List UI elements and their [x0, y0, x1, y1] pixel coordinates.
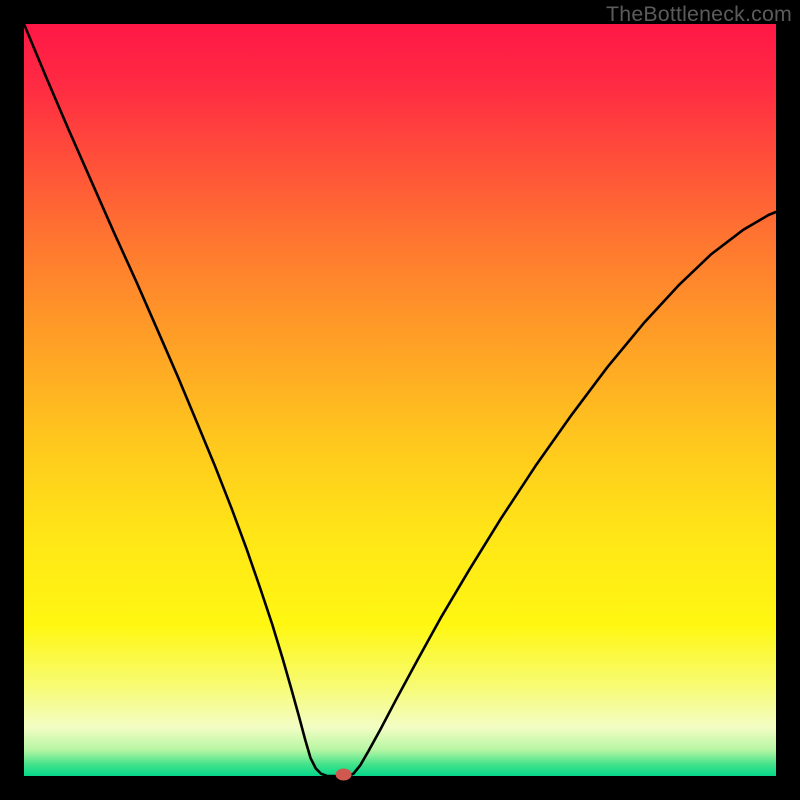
plot-area [24, 24, 776, 776]
bottleneck-chart-svg [0, 0, 800, 800]
chart-root: TheBottleneck.com [0, 0, 800, 800]
optimum-marker [336, 768, 352, 780]
